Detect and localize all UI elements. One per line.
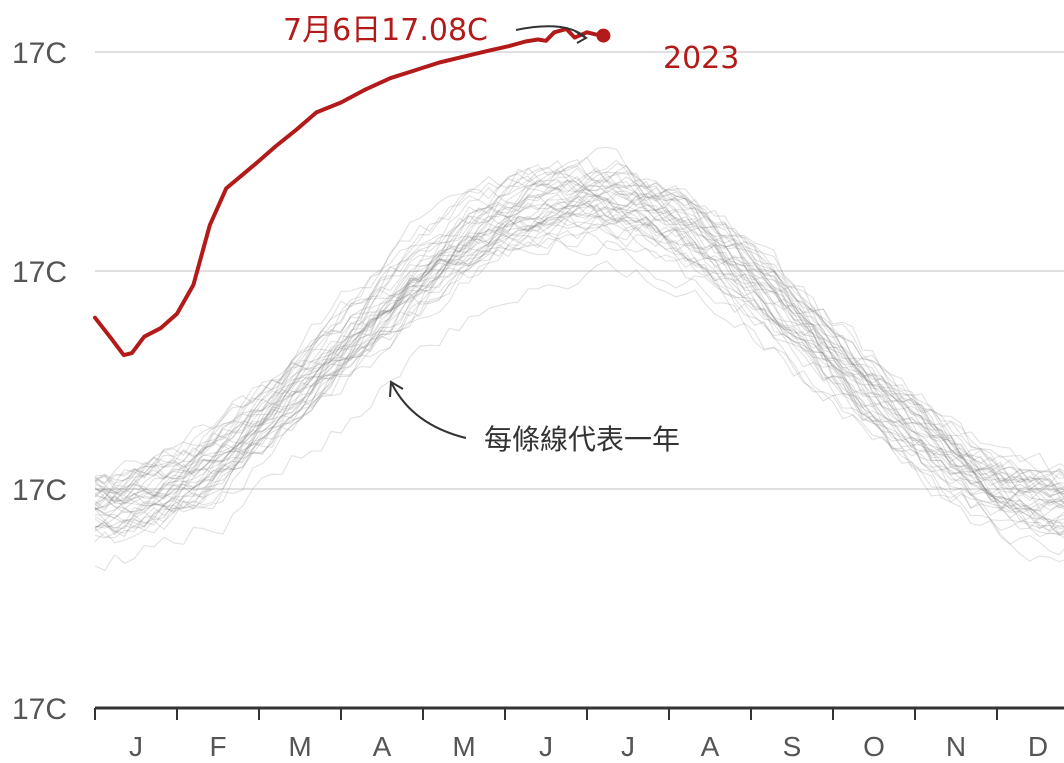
- x-tick-label-6: J: [621, 731, 635, 762]
- historical-year-line: [94, 197, 1064, 530]
- y-tick-label-2: 17C: [12, 474, 67, 507]
- x-tick-label-3: A: [373, 731, 392, 762]
- historical-year-line: [94, 158, 1064, 495]
- historical-year-line: [94, 204, 1064, 539]
- historical-year-line: [94, 172, 1064, 498]
- annotation-each-line-arrow: [391, 383, 467, 439]
- historical-year-line: [94, 196, 1064, 532]
- series-2023-endpoint: [596, 28, 611, 43]
- historical-year-line: [94, 212, 1064, 523]
- historical-year-line: [94, 168, 1064, 502]
- historical-year-line: [94, 160, 1064, 498]
- annotation-each-line-arrowhead: [389, 380, 404, 398]
- series-2023-label: 2023: [663, 41, 739, 76]
- historical-year-line: [94, 218, 1064, 539]
- historical-year-line: [94, 171, 1064, 491]
- x-tick-label-11: D: [1028, 731, 1048, 762]
- x-tick-label-8: S: [783, 731, 802, 762]
- y-axis-ticks: 17C 17C 17C 17C: [12, 37, 67, 726]
- y-tick-label-0: 17C: [12, 37, 67, 70]
- historical-year-line: [94, 203, 1064, 523]
- historical-year-line: [94, 171, 1064, 483]
- historical-year-lines: [94, 146, 1064, 571]
- historical-year-line: [94, 156, 1064, 488]
- historical-year-line: [94, 190, 1064, 510]
- x-tick-label-9: O: [863, 731, 885, 762]
- x-tick-label-0: J: [129, 731, 143, 762]
- historical-year-line: [94, 206, 1064, 534]
- historical-year-line: [94, 213, 1064, 535]
- series-2023-line: [93, 27, 606, 358]
- historical-year-line: [94, 211, 1064, 501]
- y-tick-label-1: 17C: [12, 256, 67, 289]
- historical-year-line: [94, 185, 1064, 538]
- historical-year-line: [94, 146, 1064, 488]
- historical-year-line: [94, 191, 1064, 525]
- historical-year-line: [94, 159, 1064, 495]
- historical-year-line: [94, 167, 1064, 503]
- historical-year-line: [94, 223, 1064, 539]
- historical-year-line: [94, 182, 1064, 510]
- historical-year-line: [94, 169, 1064, 488]
- historical-year-line: [94, 179, 1064, 510]
- historical-year-line: [94, 260, 1064, 571]
- x-tick-label-7: A: [701, 731, 720, 762]
- historical-year-line: [94, 207, 1064, 505]
- y-tick-label-3: 17C: [12, 693, 67, 726]
- historical-year-line: [94, 218, 1064, 532]
- historical-year-line: [94, 164, 1064, 494]
- historical-year-line: [94, 183, 1064, 495]
- historical-year-line: [94, 202, 1064, 524]
- x-tick-label-2: M: [288, 731, 311, 762]
- historical-year-line: [94, 181, 1064, 511]
- gridlines: [95, 51, 1064, 490]
- historical-year-line: [94, 197, 1064, 533]
- historical-year-line: [94, 231, 1064, 556]
- historical-year-line: [94, 236, 1064, 538]
- historical-year-line: [94, 165, 1064, 502]
- x-tick-label-5: J: [539, 731, 553, 762]
- historical-year-line: [94, 200, 1064, 515]
- historical-year-line: [94, 195, 1064, 503]
- historical-year-line: [95, 210, 1064, 529]
- annotation-max-label: 7月6日17.08C: [283, 13, 488, 48]
- historical-year-line: [94, 192, 1064, 517]
- x-tick-label-10: N: [946, 731, 966, 762]
- historical-year-line: [94, 175, 1064, 519]
- annotation-max-arrowhead: [574, 30, 588, 44]
- annotation-each-line-label: 每條線代表一年: [484, 423, 680, 456]
- x-tick-label-1: F: [209, 731, 226, 762]
- historical-year-line: [94, 196, 1064, 518]
- x-tick-label-4: M: [452, 731, 475, 762]
- historical-year-line: [94, 193, 1064, 499]
